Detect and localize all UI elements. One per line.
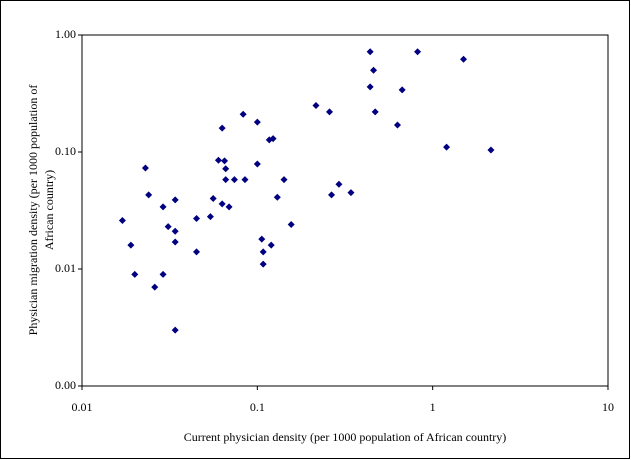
data-point xyxy=(222,176,230,184)
data-point xyxy=(414,48,422,56)
data-point xyxy=(267,241,275,249)
data-point xyxy=(214,156,222,164)
y-tick-label: 0.01 xyxy=(55,261,76,275)
data-point xyxy=(171,196,179,204)
data-point xyxy=(370,66,378,74)
data-point xyxy=(273,193,281,201)
y-tick-label: 0.00 xyxy=(55,378,76,392)
data-point xyxy=(239,110,247,118)
data-point xyxy=(253,160,261,168)
x-tick-label: 10 xyxy=(602,400,614,414)
data-point xyxy=(225,203,233,211)
data-point xyxy=(171,326,179,334)
data-point xyxy=(159,270,167,278)
x-axis-title: Current physician density (per 1000 popu… xyxy=(184,430,507,444)
data-point xyxy=(259,260,267,268)
data-point xyxy=(171,227,179,235)
data-point xyxy=(253,118,261,126)
data-point xyxy=(371,108,379,116)
data-point xyxy=(312,101,320,109)
data-point xyxy=(193,248,201,256)
data-point xyxy=(347,189,355,197)
data-point xyxy=(328,191,336,199)
data-point xyxy=(131,270,139,278)
data-point xyxy=(443,143,451,151)
data-point xyxy=(326,108,334,116)
data-point xyxy=(269,135,277,143)
data-point xyxy=(230,176,238,184)
data-point xyxy=(141,164,149,172)
data-point xyxy=(487,146,495,154)
plot-area xyxy=(81,34,609,387)
data-point xyxy=(209,195,217,203)
data-point xyxy=(280,176,288,184)
x-tick-label: 0.01 xyxy=(72,400,93,414)
data-point xyxy=(145,191,153,199)
y-axis-title: Physician migration density (per 1000 po… xyxy=(26,85,40,336)
data-point xyxy=(171,238,179,246)
data-point xyxy=(218,124,226,132)
data-point xyxy=(398,86,406,94)
data-point xyxy=(258,235,266,243)
data-point xyxy=(460,55,468,63)
data-point xyxy=(193,215,201,223)
data-point xyxy=(287,221,295,229)
x-tick-label: 0.1 xyxy=(250,400,265,414)
data-point xyxy=(366,83,374,91)
data-point xyxy=(241,176,249,184)
data-point xyxy=(366,48,374,56)
data-point xyxy=(127,241,135,249)
data-point xyxy=(222,165,230,173)
data-point xyxy=(335,180,343,188)
data-point xyxy=(118,216,126,224)
data-point xyxy=(206,213,214,221)
data-point xyxy=(164,223,172,231)
data-point xyxy=(259,248,267,256)
x-tick-label: 1 xyxy=(430,400,436,414)
y-axis-title: African country) xyxy=(42,170,56,250)
data-point xyxy=(218,200,226,208)
data-point xyxy=(221,157,229,165)
data-point xyxy=(151,283,159,291)
y-tick-label: 0.10 xyxy=(55,144,76,158)
data-point xyxy=(393,121,401,129)
data-point xyxy=(159,203,167,211)
y-tick-label: 1.00 xyxy=(55,27,76,41)
